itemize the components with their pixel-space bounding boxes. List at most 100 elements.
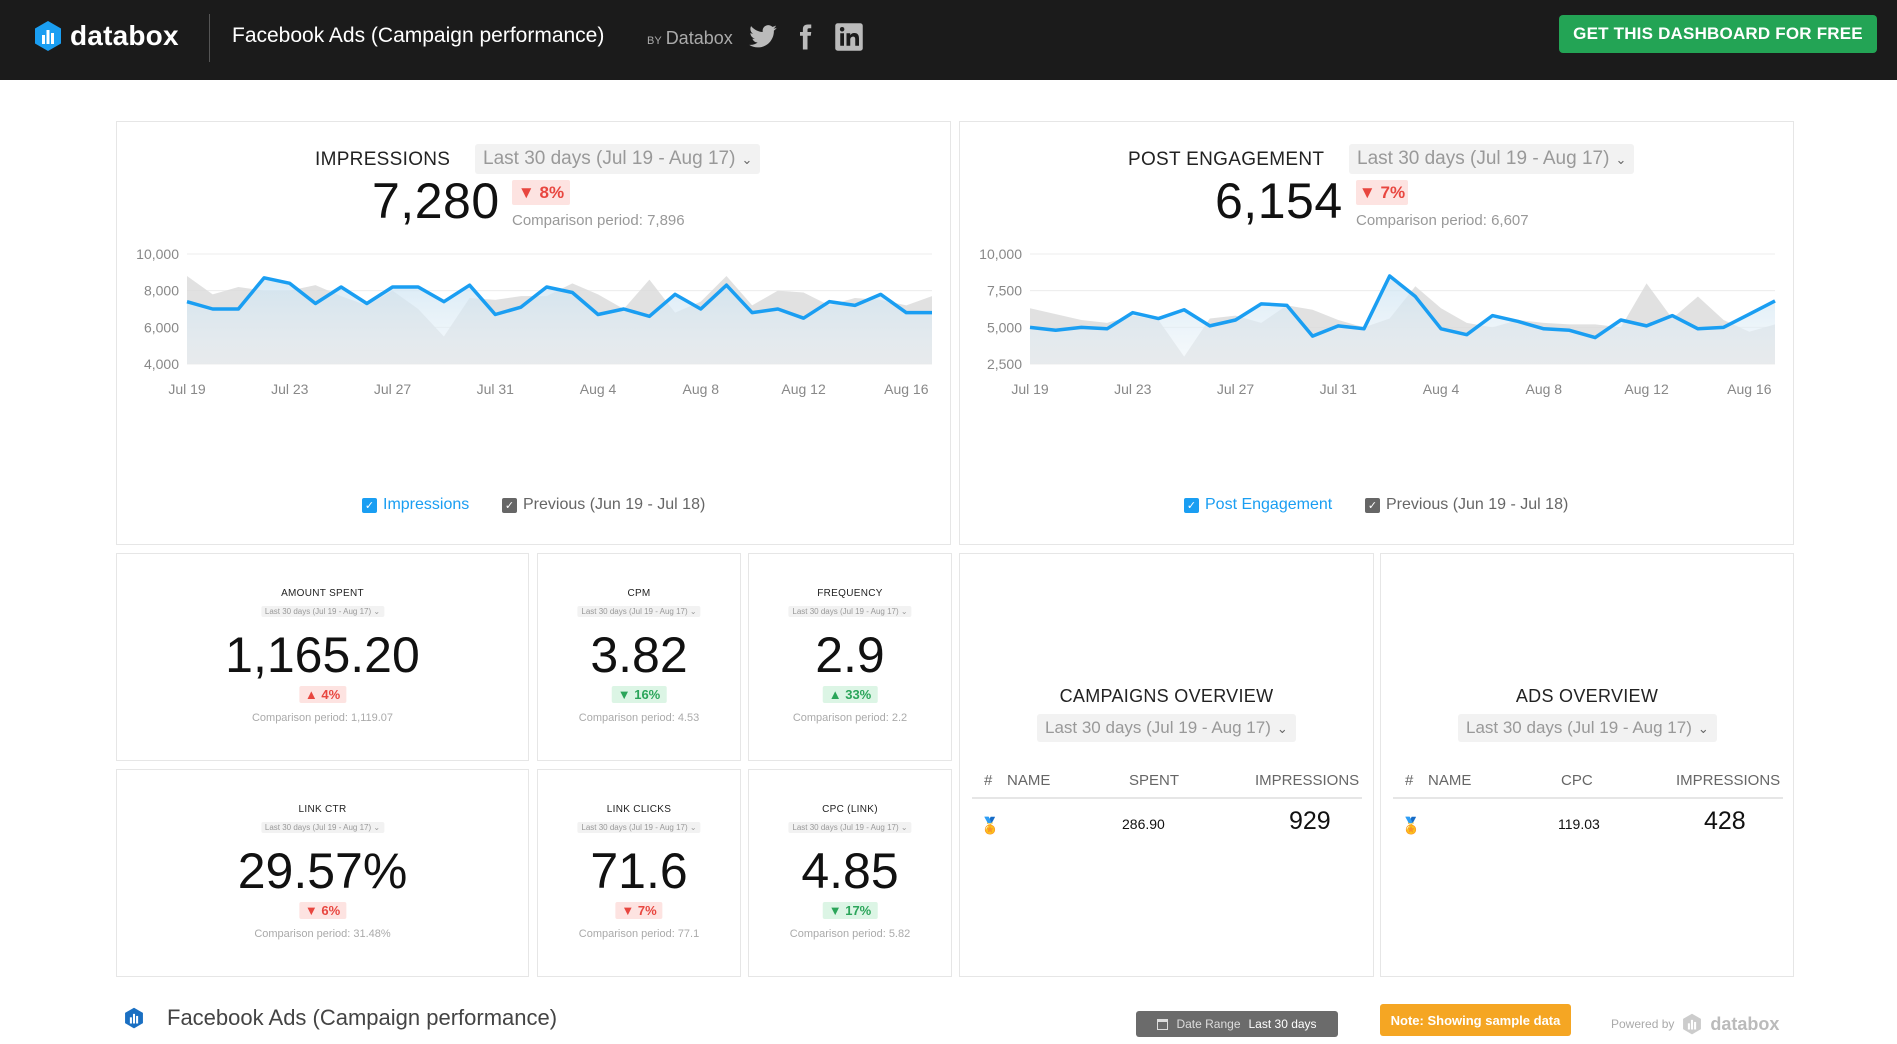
impressions-comparison: Comparison period: 7,896 — [512, 212, 685, 229]
link-clicks-range-select[interactable]: Last 30 days (Jul 19 - Aug 17) ⌄ — [577, 822, 701, 833]
cpc-link-change-badge: ▼ 17% — [822, 902, 878, 919]
get-dashboard-button[interactable]: GET THIS DASHBOARD FOR FREE — [1559, 15, 1877, 53]
frequency-card: FREQUENCY Last 30 days (Jul 19 - Aug 17)… — [748, 553, 952, 761]
link-ctr-range-label: Last 30 days (Jul 19 - Aug 17) — [264, 823, 372, 832]
link-clicks-value: 71.6 — [590, 843, 688, 899]
cpc-link-range-select[interactable]: Last 30 days (Jul 19 - Aug 17) ⌄ — [788, 822, 912, 833]
chevron-down-icon: ⌄ — [1615, 152, 1627, 167]
amount-spent-change-badge: ▲ 4% — [298, 686, 347, 703]
impressions-card: IMPRESSIONS Last 30 days (Jul 19 - Aug 1… — [116, 121, 951, 545]
x-tick-label: Jul 27 — [374, 381, 412, 397]
amount-spent-card: AMOUNT SPENT Last 30 days (Jul 19 - Aug … — [116, 553, 529, 761]
amount-spent-change: 4% — [321, 687, 341, 702]
post-engagement-change: 7% — [1380, 182, 1406, 202]
cpc-link-comparison: Comparison period: 5.82 — [789, 928, 911, 940]
cpm-change: 16% — [634, 687, 661, 702]
link-clicks-card: LINK CLICKS Last 30 days (Jul 19 - Aug 1… — [537, 769, 741, 977]
y-tick-label: 8,000 — [144, 283, 179, 299]
amount-spent-title: AMOUNT SPENT — [281, 588, 364, 599]
post-engagement-card: POST ENGAGEMENT Last 30 days (Jul 19 - A… — [959, 121, 1794, 545]
powered-by-brand: databox — [1710, 1013, 1780, 1034]
y-tick-label: 10,000 — [979, 246, 1022, 262]
x-tick-label: Aug 16 — [1727, 381, 1772, 397]
post-engagement-legend-previous[interactable]: ✓ Previous (Jun 19 - Jul 18) — [1365, 496, 1568, 514]
y-tick-label: 6,000 — [144, 319, 179, 335]
link-ctr-value: 29.57% — [237, 843, 408, 899]
date-range-button[interactable]: Date Range Last 30 days — [1136, 1011, 1338, 1037]
current-period-area — [1030, 276, 1775, 364]
by-name: Databox — [665, 28, 733, 48]
facebook-icon[interactable] — [790, 22, 820, 52]
ad-row-cpc: 119.03 — [1558, 816, 1600, 832]
post-engagement-legend-current[interactable]: ✓ Post Engagement — [1184, 496, 1332, 514]
table-header-divider — [972, 797, 1362, 799]
impressions-legend-previous[interactable]: ✓ Previous (Jun 19 - Jul 18) — [502, 496, 705, 514]
frequency-title: FREQUENCY — [817, 588, 883, 599]
post-engagement-legend-current-label: Post Engagement — [1205, 496, 1333, 513]
amount-spent-value: 1,165.20 — [225, 627, 420, 683]
col-name: NAME — [1428, 772, 1472, 789]
x-tick-label: Aug 12 — [1624, 381, 1669, 397]
y-tick-label: 2,500 — [987, 356, 1022, 372]
amount-spent-comparison: Comparison period: 1,119.07 — [251, 712, 394, 724]
impressions-value: 7,280 — [372, 173, 500, 229]
campaigns-range-select[interactable]: Last 30 days (Jul 19 - Aug 17) ⌄ — [1037, 714, 1296, 742]
y-tick-label: 5,000 — [987, 319, 1022, 335]
down-arrow-icon: ▼ — [828, 903, 846, 918]
current-period-line — [186, 276, 932, 320]
link-clicks-change: 7% — [637, 903, 657, 918]
link-ctr-change: 6% — [321, 903, 341, 918]
calendar-icon — [1157, 1018, 1169, 1030]
campaigns-overview-card: CAMPAIGNS OVERVIEW Last 30 days (Jul 19 … — [959, 553, 1374, 977]
impressions-legend-current[interactable]: ✓ Impressions — [362, 496, 469, 514]
post-engagement-range-select[interactable]: Last 30 days (Jul 19 - Aug 17) ⌄ — [1349, 144, 1635, 174]
y-tick-label: 10,000 — [136, 246, 179, 262]
cpc-link-card: CPC (LINK) Last 30 days (Jul 19 - Aug 17… — [748, 769, 952, 977]
current-period-line — [1029, 274, 1776, 340]
impressions-legend-previous-label: Previous (Jun 19 - Jul 18) — [523, 496, 706, 513]
x-tick-label: Jul 19 — [1011, 381, 1049, 397]
x-tick-label: Jul 31 — [477, 381, 515, 397]
chevron-down-icon: ⌄ — [373, 607, 381, 616]
ad-row-impressions: 428 — [1704, 807, 1746, 835]
col-rank: # — [984, 772, 993, 789]
amount-spent-range-label: Last 30 days (Jul 19 - Aug 17) — [264, 607, 372, 616]
col-impressions: IMPRESSIONS — [1676, 772, 1781, 789]
ads-range-select[interactable]: Last 30 days (Jul 19 - Aug 17) ⌄ — [1458, 714, 1717, 742]
post-engagement-comparison: Comparison period: 6,607 — [1356, 212, 1529, 229]
twitter-icon[interactable] — [748, 22, 778, 52]
down-arrow-icon: ▼ — [304, 903, 322, 918]
cpm-value: 3.82 — [590, 627, 688, 683]
x-tick-label: Aug 4 — [580, 381, 617, 397]
footer-title: Facebook Ads (Campaign performance) — [167, 1005, 558, 1030]
databox-logo[interactable]: databox — [34, 20, 179, 52]
chevron-down-icon: ⌄ — [900, 823, 908, 832]
link-ctr-change-badge: ▼ 6% — [298, 902, 347, 919]
frequency-range-label: Last 30 days (Jul 19 - Aug 17) — [792, 607, 899, 616]
x-tick-label: Jul 31 — [1320, 381, 1358, 397]
frequency-range-select[interactable]: Last 30 days (Jul 19 - Aug 17) ⌄ — [788, 606, 912, 617]
impressions-range-select[interactable]: Last 30 days (Jul 19 - Aug 17) ⌄ — [475, 144, 761, 174]
powered-by[interactable]: Powered by databox — [1611, 1013, 1779, 1035]
table-header-divider — [1393, 797, 1783, 799]
linkedin-icon[interactable] — [834, 22, 864, 52]
campaign-row-spent: 286.90 — [1122, 816, 1165, 832]
y-tick-label: 7,500 — [987, 283, 1022, 299]
x-tick-label: Aug 12 — [781, 381, 826, 397]
post-engagement-range-label: Last 30 days (Jul 19 - Aug 17) — [1357, 148, 1610, 169]
cpm-range-select[interactable]: Last 30 days (Jul 19 - Aug 17) ⌄ — [577, 606, 701, 617]
x-tick-label: Aug 4 — [1423, 381, 1460, 397]
amount-spent-range-select[interactable]: Last 30 days (Jul 19 - Aug 17) ⌄ — [260, 606, 385, 617]
col-impressions: IMPRESSIONS — [1255, 772, 1360, 789]
x-tick-label: Aug 8 — [682, 381, 719, 397]
date-range-label: Date Range — [1176, 1017, 1241, 1031]
down-arrow-icon: ▼ — [621, 903, 638, 918]
databox-footer-icon — [125, 1007, 143, 1029]
down-arrow-icon: ▼ — [517, 182, 540, 202]
ads-title: ADS OVERVIEW — [1515, 686, 1659, 706]
link-ctr-range-select[interactable]: Last 30 days (Jul 19 - Aug 17) ⌄ — [260, 822, 385, 833]
cpc-link-title: CPC (LINK) — [822, 804, 878, 815]
cpc-link-value: 4.85 — [801, 843, 899, 899]
link-clicks-comparison: Comparison period: 77.1 — [578, 928, 700, 940]
impressions-range-label: Last 30 days (Jul 19 - Aug 17) — [483, 148, 736, 169]
